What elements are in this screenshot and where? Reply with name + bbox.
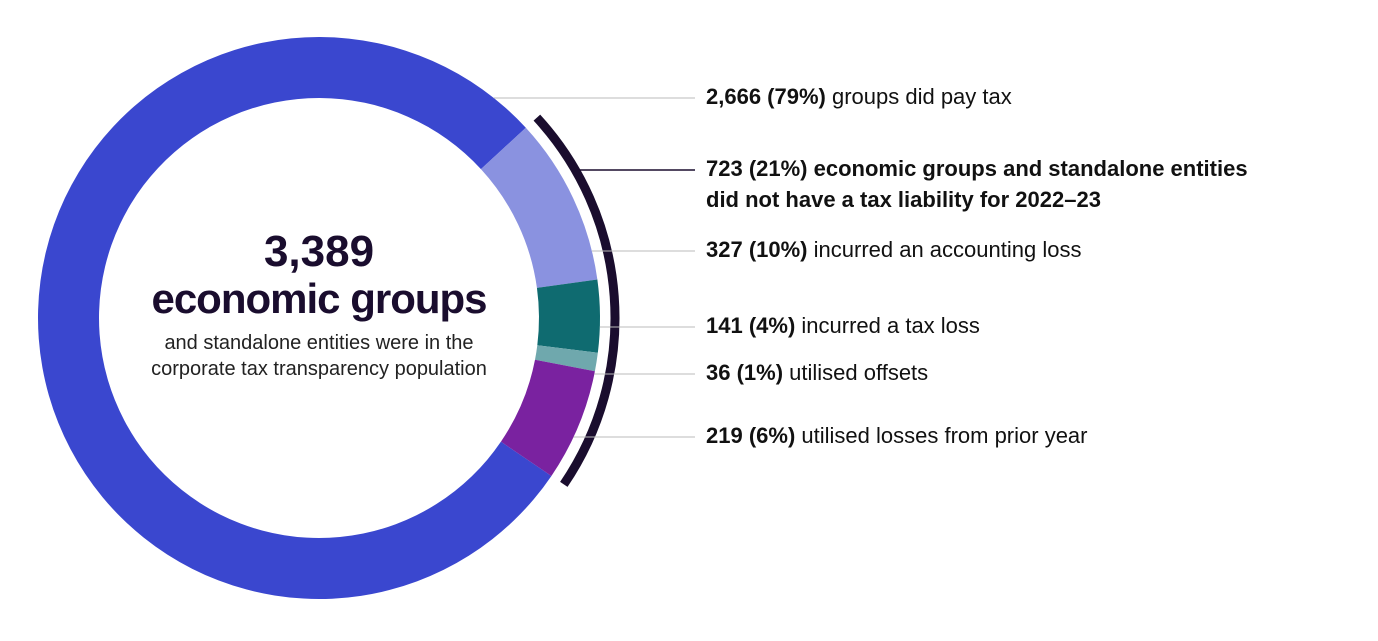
value-label: 219 (6%) [706, 423, 795, 448]
segment-label: 141 (4%) incurred a tax loss [706, 313, 980, 338]
donut-segment [500, 359, 595, 476]
category-label: utilised losses from prior year [795, 423, 1087, 448]
donut-segment [535, 345, 598, 372]
center-text: and standalone entities were in the corp… [151, 332, 487, 380]
segment-label: 36 (1%) utilised offsets [706, 360, 928, 385]
bracket-label-line: did not have a tax liability for 2022–23 [706, 187, 1101, 212]
bracket-label-line: 723 (21%) economic groups and standalone… [706, 156, 1248, 181]
category-label: utilised offsets [783, 360, 928, 385]
category-label: incurred an accounting loss [808, 237, 1082, 262]
center-unit: economic groups [151, 275, 487, 322]
category-label: incurred a tax loss [795, 313, 980, 338]
value-label: 2,666 (79%) [706, 84, 826, 109]
category-label: groups did pay tax [826, 84, 1012, 109]
bracket-arc [533, 114, 620, 487]
segment-label: 2,666 (79%) groups did pay tax [706, 84, 1012, 109]
bracket-label: 723 (21%) economic groups and standalone… [706, 156, 1248, 212]
donut-segment [480, 127, 598, 288]
value-label: 141 (4%) [706, 313, 795, 338]
value-label: 36 (1%) [706, 360, 783, 385]
value-label: 327 (10%) [706, 237, 808, 262]
segment-label: 327 (10%) incurred an accounting loss [706, 237, 1081, 262]
donut-segment [536, 279, 600, 353]
center-total: 3,389 [263, 227, 375, 276]
center-label: 3,389 economic groups and standalone ent… [119, 228, 519, 382]
segment-label: 219 (6%) utilised losses from prior year [706, 423, 1088, 448]
